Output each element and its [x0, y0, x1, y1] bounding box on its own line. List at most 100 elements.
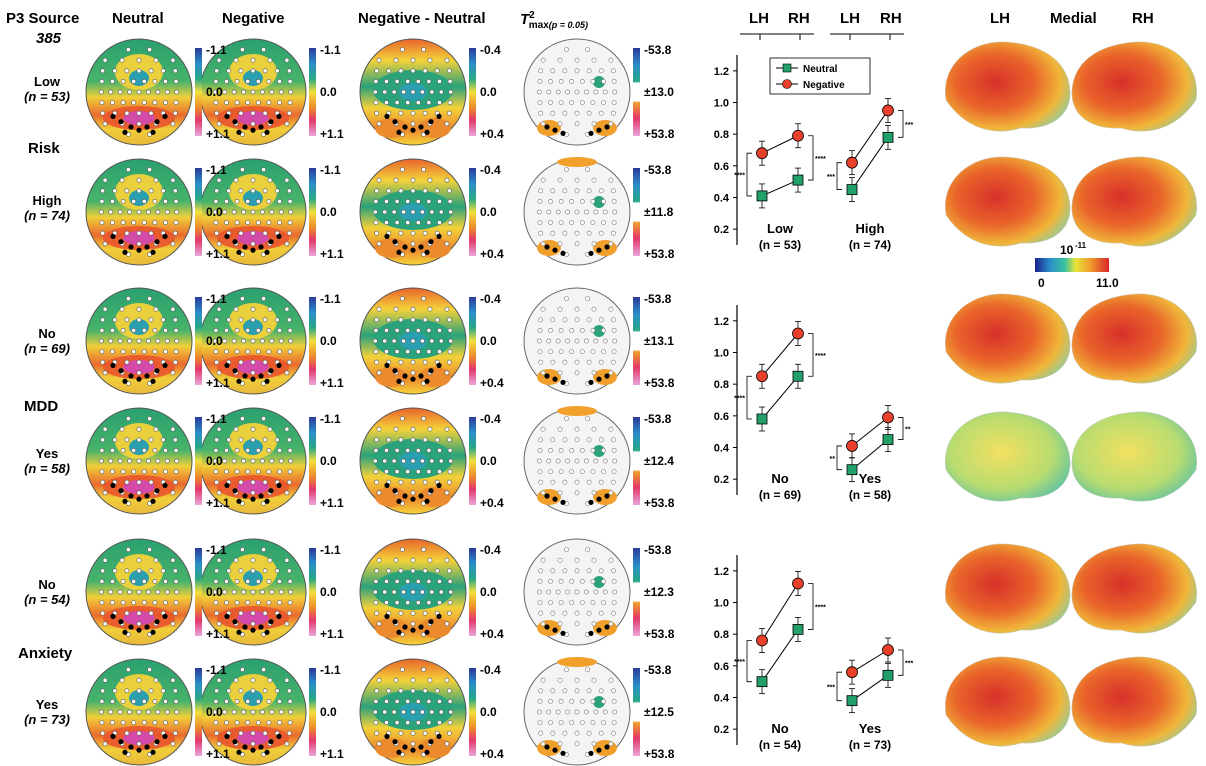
electrode [287, 600, 293, 605]
electrode-active [604, 624, 610, 630]
scale-negative-mid: 0.0 [320, 705, 337, 719]
electrode [434, 568, 440, 574]
electrode [99, 469, 105, 474]
electrode [250, 688, 256, 694]
electrode [163, 198, 168, 204]
electrode [213, 198, 219, 204]
negative-line [761, 333, 799, 377]
electrode [131, 579, 137, 584]
negative-point [882, 644, 894, 656]
electrode [584, 89, 589, 95]
electrode [410, 306, 416, 312]
electrode [393, 557, 399, 563]
electrode [601, 79, 606, 84]
electrode [174, 338, 180, 344]
electrode [234, 198, 240, 204]
electrode [591, 370, 597, 376]
electrode [153, 557, 159, 563]
electrode [591, 741, 597, 747]
electrode [124, 317, 130, 323]
electrode [152, 699, 158, 704]
electrode [241, 89, 246, 95]
electrode-active [596, 747, 602, 753]
electrode [234, 600, 240, 605]
electrode [277, 198, 282, 204]
electrode [250, 730, 256, 736]
electrode [216, 677, 222, 683]
electrode [437, 579, 442, 584]
electrode [569, 469, 575, 474]
scale-diff-mid: 0.0 [480, 205, 497, 219]
electrode [598, 317, 604, 323]
electrode [410, 230, 416, 236]
electrode [557, 241, 563, 247]
electrode [148, 437, 154, 443]
electrode [214, 568, 220, 574]
electrode [564, 167, 569, 172]
topomap [359, 658, 467, 766]
electrode [255, 79, 261, 84]
electrode [386, 188, 392, 194]
electrode [401, 209, 406, 215]
electrode-active [552, 247, 558, 253]
topomap [199, 158, 307, 266]
electrode [448, 709, 454, 715]
electrode [410, 458, 416, 464]
electrode [155, 209, 161, 215]
electrode [374, 568, 380, 574]
scale-tmax-top: -53.8 [644, 163, 672, 177]
electrode [155, 709, 161, 715]
electrode [376, 741, 382, 747]
electrode [612, 458, 618, 464]
electrode [444, 306, 450, 312]
electrode-active [424, 498, 430, 504]
electrode [100, 479, 106, 485]
electrode [434, 437, 440, 443]
scale-diff-bot: +0.4 [480, 127, 504, 141]
electrode [448, 209, 454, 215]
scale-neutral-top: -1.1 [206, 543, 227, 557]
sig-bracket [836, 445, 842, 471]
electrode [136, 230, 142, 236]
electrode [245, 447, 251, 453]
brain-colorbar [1035, 258, 1109, 272]
electrode [612, 709, 618, 715]
electrode [405, 469, 411, 474]
electrode [608, 621, 614, 627]
electrode-active [128, 124, 134, 130]
electrode-active [596, 627, 602, 633]
electrode-active [276, 362, 282, 368]
electrode-active [560, 499, 566, 505]
electrode [405, 198, 411, 204]
electrode [222, 209, 228, 215]
electrode [266, 349, 272, 354]
electrode [448, 338, 454, 344]
neutral-line [851, 674, 889, 702]
electrode [555, 89, 561, 95]
electrode [99, 699, 105, 704]
electrode [438, 458, 444, 464]
electrode [415, 220, 421, 225]
brain-left [945, 411, 1071, 502]
hemi-lh: LH [749, 10, 769, 27]
electrode-active [150, 498, 156, 504]
neutral-point [846, 695, 858, 707]
electrode [112, 437, 118, 443]
electrode-active [276, 113, 282, 119]
electrode [608, 741, 614, 747]
electrode [141, 469, 147, 474]
electrode [164, 209, 170, 215]
neutral-point [882, 669, 894, 681]
electrode [548, 349, 553, 354]
electrode [260, 89, 265, 95]
electrode [550, 688, 556, 694]
electrode [255, 100, 261, 105]
electrode-active [552, 496, 558, 502]
scale-negative-bar [309, 548, 316, 636]
brain-right [1071, 293, 1197, 384]
electrode-active [144, 244, 150, 250]
electrode [398, 568, 404, 574]
electrode [239, 167, 245, 172]
electrode [447, 469, 453, 474]
electrode [213, 349, 219, 354]
